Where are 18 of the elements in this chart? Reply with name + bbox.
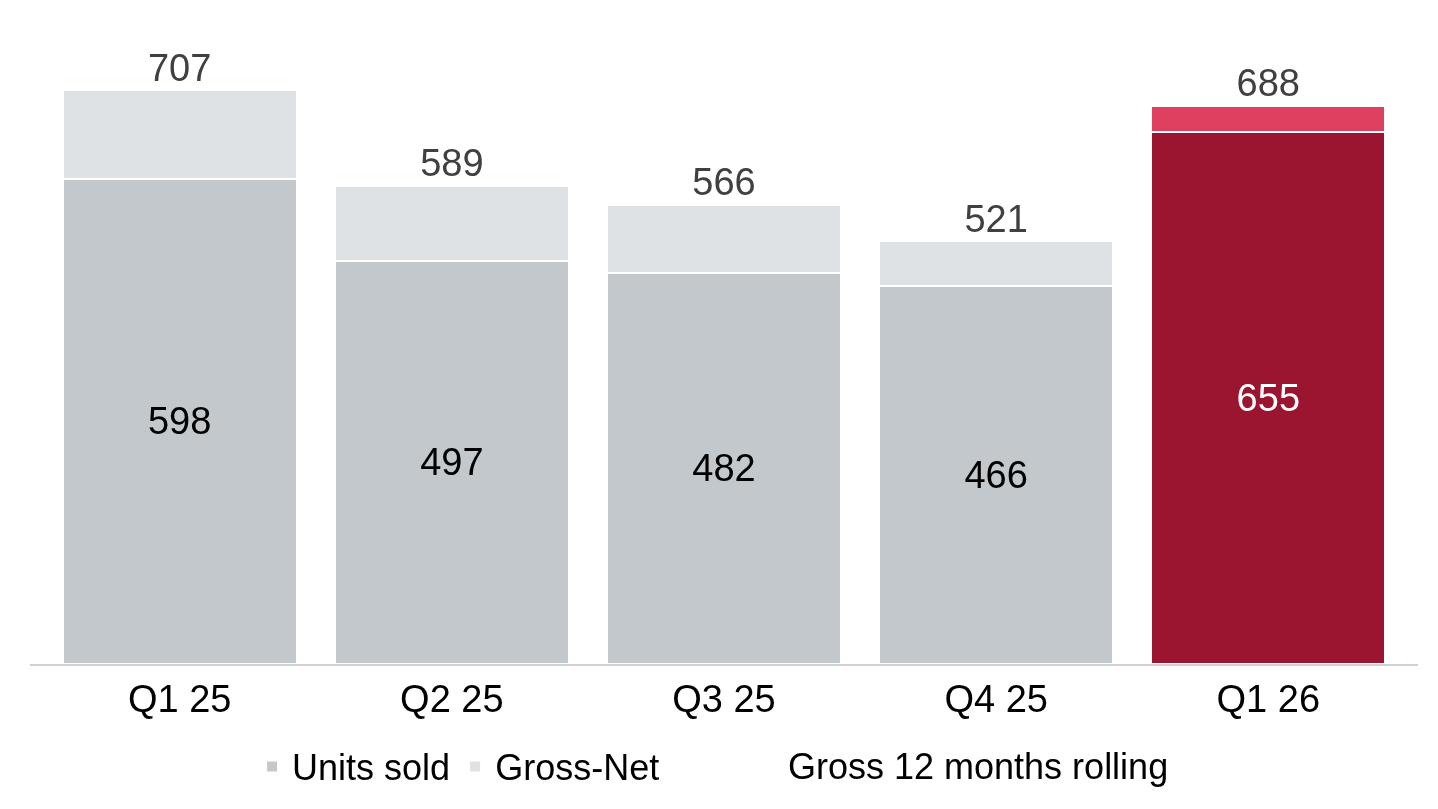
data-label: 598 (147, 400, 212, 443)
legend-label: Units sold (292, 747, 451, 789)
text: Gross 12 months rolling (788, 746, 1169, 787)
total-label: 589 (420, 142, 484, 185)
total-label: 688 (1236, 62, 1301, 105)
x-tick-label: Q3 25 (672, 677, 776, 720)
data-label: 466 (964, 453, 1028, 496)
total-label: 707 (147, 46, 212, 89)
x-tick-label: Q1 25 (127, 677, 232, 720)
total-label: 521 (964, 197, 1028, 240)
data-label: 655 (1236, 377, 1301, 420)
total-label: 566 (692, 161, 756, 204)
data-label: 497 (420, 441, 484, 484)
x-tick-label: Q2 25 (400, 677, 504, 720)
data-label: 482 (692, 447, 756, 490)
legend-label: Gross-Net (495, 747, 660, 789)
x-tick-label: Q4 25 (944, 677, 1048, 720)
x-tick-label: Q1 26 (1216, 677, 1321, 720)
